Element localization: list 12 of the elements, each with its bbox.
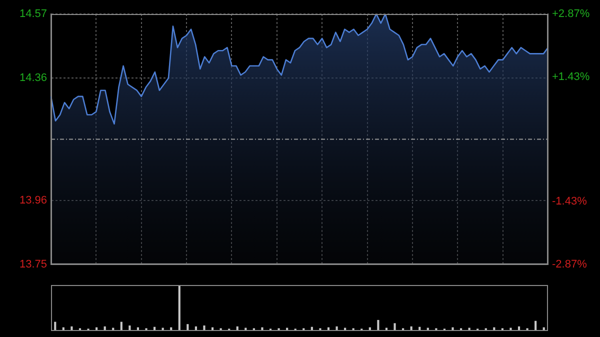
y2-tick-label: +2.87% (552, 8, 590, 20)
y2-tick-label: +1.43% (552, 70, 590, 83)
bar (203, 325, 206, 331)
y2-tick-label: -2.87% (552, 258, 588, 270)
y-tick-label: 13.75 (19, 258, 47, 270)
bar (336, 326, 338, 331)
y2-tick-label: -1.43% (552, 196, 588, 208)
bar (394, 323, 396, 331)
y-tick-label: 14.57 (19, 8, 47, 20)
bar (178, 285, 180, 331)
y-tick-label: 14.36 (19, 72, 47, 84)
y-tick-label: 13.96 (19, 194, 47, 206)
